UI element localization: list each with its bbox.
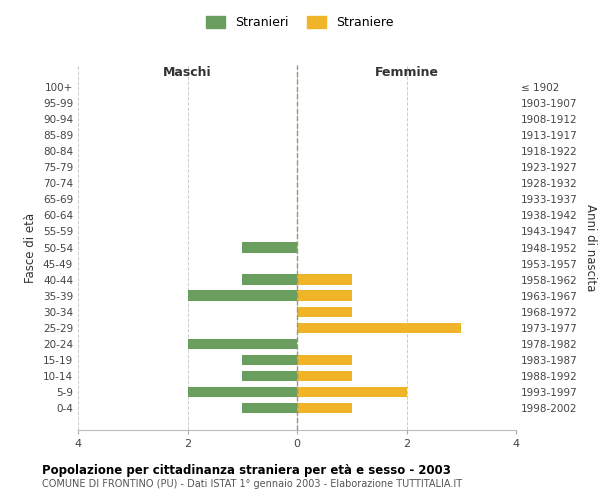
Bar bbox=[297, 355, 352, 365]
Bar bbox=[297, 290, 352, 301]
Legend: Stranieri, Straniere: Stranieri, Straniere bbox=[202, 11, 398, 34]
Y-axis label: Anni di nascita: Anni di nascita bbox=[584, 204, 597, 291]
Bar bbox=[242, 355, 297, 365]
Bar bbox=[242, 371, 297, 382]
Bar bbox=[297, 274, 352, 285]
Text: Popolazione per cittadinanza straniera per età e sesso - 2003: Popolazione per cittadinanza straniera p… bbox=[42, 464, 451, 477]
Bar bbox=[242, 242, 297, 252]
Bar bbox=[187, 387, 297, 398]
Bar bbox=[187, 290, 297, 301]
Bar bbox=[242, 274, 297, 285]
Bar bbox=[297, 403, 352, 413]
Bar bbox=[242, 403, 297, 413]
Bar bbox=[297, 371, 352, 382]
Text: COMUNE DI FRONTINO (PU) - Dati ISTAT 1° gennaio 2003 - Elaborazione TUTTITALIA.I: COMUNE DI FRONTINO (PU) - Dati ISTAT 1° … bbox=[42, 479, 462, 489]
Bar bbox=[297, 322, 461, 333]
Bar bbox=[297, 387, 407, 398]
Bar bbox=[187, 338, 297, 349]
Text: Maschi: Maschi bbox=[163, 66, 212, 79]
Y-axis label: Fasce di età: Fasce di età bbox=[25, 212, 37, 282]
Bar bbox=[297, 306, 352, 317]
Text: Femmine: Femmine bbox=[374, 66, 439, 79]
